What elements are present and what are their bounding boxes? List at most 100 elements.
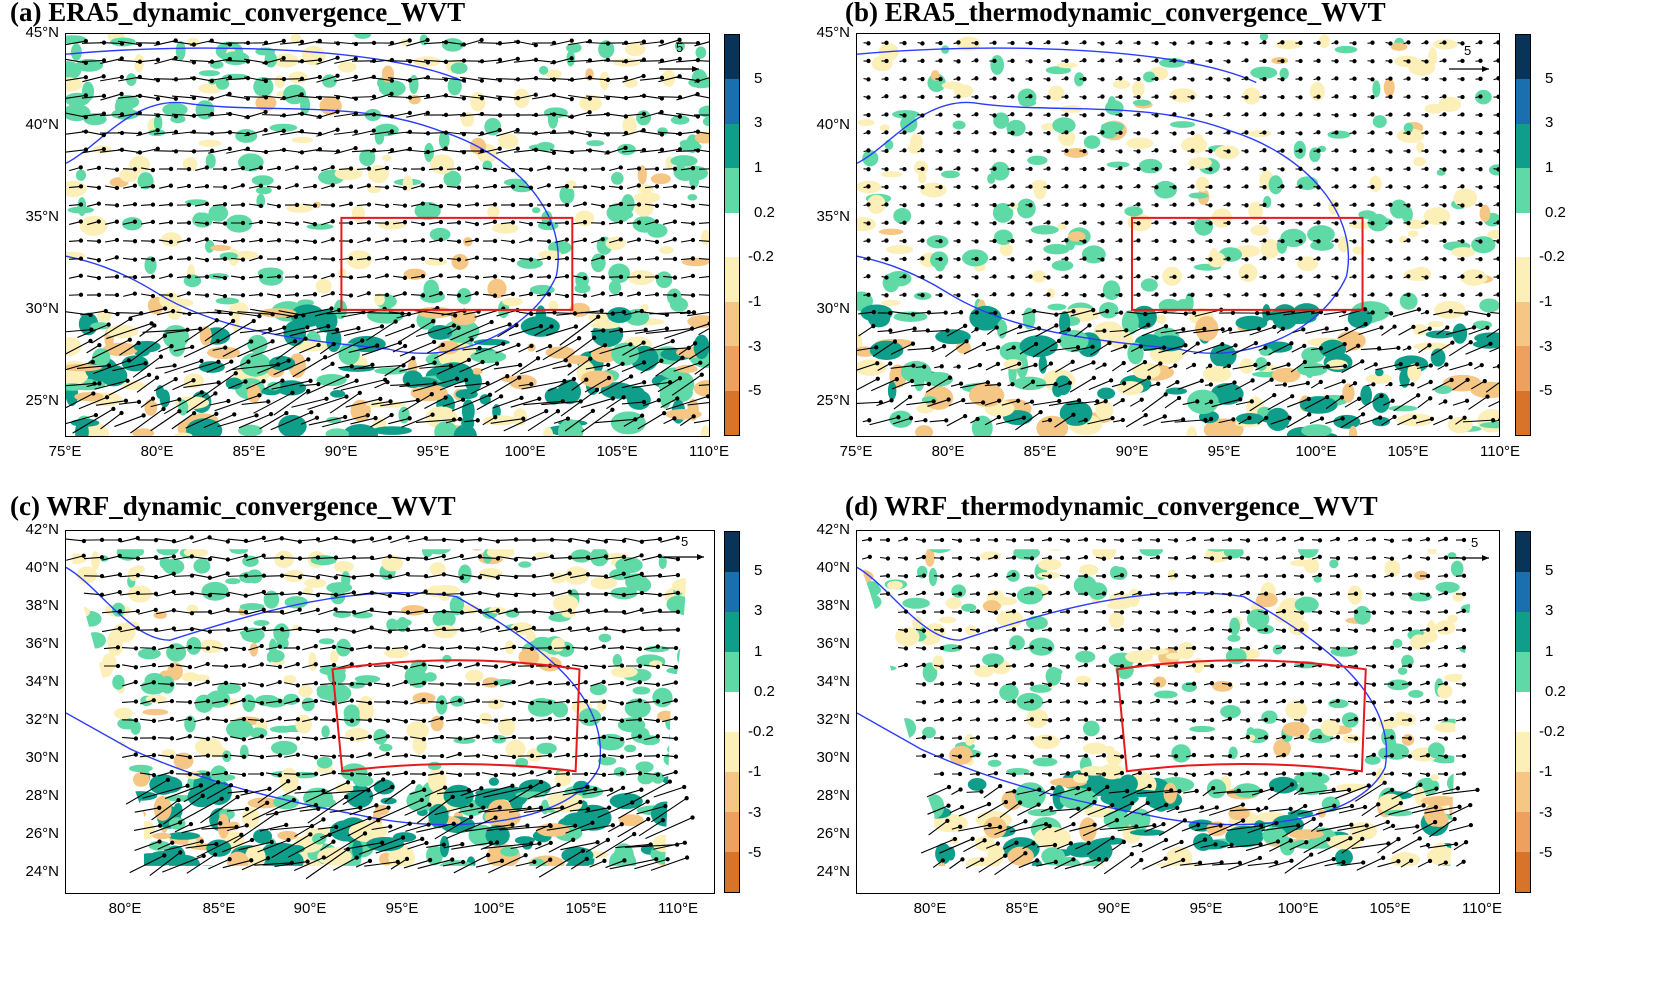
reference-vector-arrow (1449, 555, 1489, 561)
lon-label: 95°E (416, 443, 450, 460)
lon-label: 85°E (1023, 443, 1057, 460)
colorbar-label: 3 (754, 602, 763, 620)
colorbar-segment (725, 611, 739, 652)
lat-label: 36°N (816, 635, 850, 652)
lon-label: 105°E (1369, 900, 1411, 917)
convergence-shading (857, 34, 1499, 436)
map-d (856, 530, 1500, 894)
colorbar-segment (725, 79, 739, 124)
colorbar-label: -1 (1539, 293, 1553, 310)
colorbar-label: 5 (1545, 562, 1554, 580)
colorbar-label: -0.2 (1539, 723, 1565, 741)
colorbar-label: 0.2 (754, 203, 775, 221)
colorbar-c (724, 531, 740, 893)
panel-title-b: (b) ERA5_thermodynamic_convergence_WVT (845, 0, 1386, 27)
lon-label: 95°E (385, 900, 419, 917)
wvt-vectors (857, 40, 1499, 431)
colorbar-segment (725, 301, 739, 347)
lat-label: 30°N (816, 749, 850, 766)
panel-title-c: (c) WRF_dynamic_convergence_WVT (10, 491, 456, 521)
colorbar-b (1515, 34, 1531, 436)
lat-label: 40°N (25, 116, 59, 133)
lat-label: 26°N (816, 825, 850, 842)
colorbar-segment (725, 168, 739, 213)
lon-label: 90°E (293, 900, 327, 917)
lon-label: 110°E (658, 900, 698, 917)
map-a (65, 33, 710, 437)
colorbar-label: 1 (1545, 642, 1554, 660)
lat-label: 40°N (816, 559, 850, 576)
lat-label: 42°N (816, 521, 850, 538)
lat-label: 28°N (25, 787, 59, 804)
lon-label: 110°E (689, 443, 729, 460)
reference-vector-arrow (659, 66, 699, 72)
lat-label: 35°N (816, 208, 850, 225)
colorbar-label: -5 (1539, 843, 1553, 861)
lat-label: 38°N (816, 597, 850, 614)
ref-vector-label-a: 5 (676, 40, 684, 55)
lon-label: 100°E (504, 443, 546, 460)
colorbar-label: 5 (1545, 69, 1554, 87)
plateau-outline (857, 47, 1349, 354)
colorbar-label: 1 (754, 642, 763, 660)
wvt-vectors (66, 37, 709, 434)
colorbar-label: -5 (748, 382, 762, 400)
colorbar-label: 0.2 (754, 682, 775, 700)
lat-label: 24°N (25, 863, 59, 880)
colorbar-segment (725, 851, 739, 892)
colorbar-label: -1 (748, 763, 762, 781)
lon-label: 80°E (931, 443, 965, 460)
lat-label: 28°N (816, 787, 850, 804)
lat-label: 35°N (25, 208, 59, 225)
colorbar-segment (1516, 168, 1530, 213)
study-region-box (1116, 659, 1367, 773)
colorbar-segment (1516, 301, 1530, 347)
study-region-box (331, 659, 581, 773)
colorbar-segment (1516, 390, 1530, 435)
colorbar-label: 1 (754, 159, 763, 176)
colorbar-label: 0.2 (1545, 682, 1566, 700)
lon-label: 90°E (1097, 900, 1131, 917)
colorbar-segment (725, 346, 739, 391)
lon-label: 90°E (324, 443, 358, 460)
plateau-outline (857, 566, 1388, 826)
lon-label: 95°E (1189, 900, 1223, 917)
panel-title-d: (d) WRF_thermodynamic_convergence_WVT (845, 491, 1378, 521)
colorbar-label: 5 (754, 69, 763, 87)
lat-label: 30°N (25, 749, 59, 766)
ref-vector-label-c: 5 (681, 534, 689, 549)
colorbar-segment (1516, 257, 1530, 302)
wvt-vectors (861, 536, 1480, 876)
map-svg (857, 531, 1499, 893)
lon-label: 110°E (1462, 900, 1502, 917)
map-c (65, 530, 715, 894)
colorbar-segment (1516, 79, 1530, 124)
lon-label: 100°E (1295, 443, 1337, 460)
map-svg (857, 34, 1499, 436)
colorbar-label: -5 (748, 843, 762, 861)
convergence-shading (66, 531, 714, 893)
lon-label: 85°E (1005, 900, 1039, 917)
colorbar-segment (725, 651, 739, 692)
colorbar-label: 0.2 (1545, 203, 1566, 221)
lat-label: 32°N (25, 711, 59, 728)
colorbar-label: -3 (748, 337, 762, 355)
colorbar-segment (1516, 346, 1530, 391)
lon-label: 85°E (202, 900, 236, 917)
colorbar-label: -0.2 (1539, 248, 1565, 266)
lon-label: 80°E (108, 900, 142, 917)
colorbar-label: 5 (754, 562, 763, 580)
colorbar-label: -3 (1539, 337, 1553, 355)
lon-label: 100°E (1277, 900, 1319, 917)
lon-label: 105°E (1387, 443, 1429, 460)
lon-label: 75°E (839, 443, 873, 460)
colorbar-label: -3 (1539, 803, 1553, 821)
colorbar-segment (725, 123, 739, 169)
colorbar-segment (1516, 651, 1530, 692)
lat-label: 24°N (816, 863, 850, 880)
map-svg (66, 531, 714, 893)
plateau-outline (66, 47, 559, 354)
colorbar-label: 3 (754, 114, 763, 132)
lat-label: 40°N (25, 559, 59, 576)
colorbar-segment (1516, 771, 1530, 812)
